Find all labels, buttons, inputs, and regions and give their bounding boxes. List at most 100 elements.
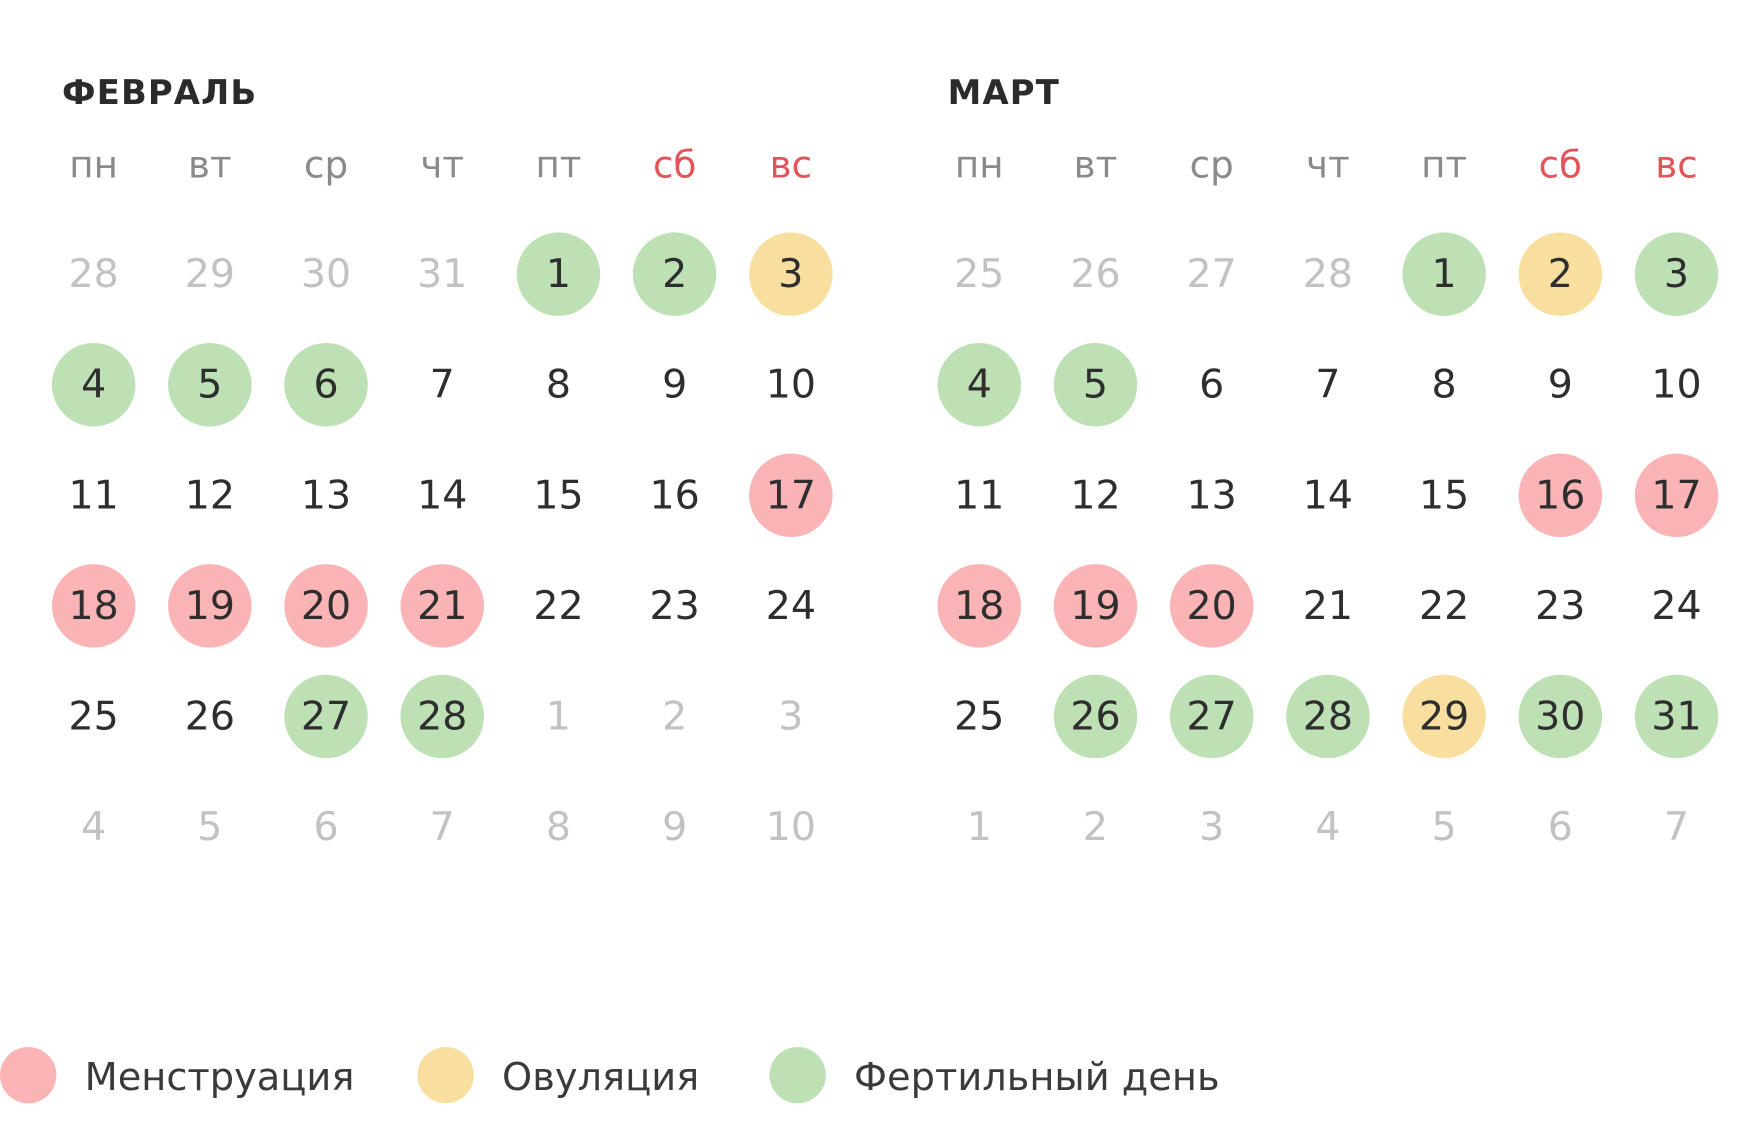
weekday-label: сб — [1539, 143, 1582, 187]
day-number: 15 — [1419, 472, 1469, 518]
day-number: 2 — [1548, 251, 1573, 297]
weekday-label: ср — [304, 143, 348, 187]
day-marker — [51, 564, 136, 648]
day-number: 11 — [69, 472, 119, 518]
day-marker — [284, 674, 368, 759]
day-marker — [632, 232, 717, 316]
day-number: 22 — [533, 583, 583, 629]
day-number: 25 — [69, 693, 119, 739]
day-number: 13 — [1187, 472, 1237, 518]
day-marker — [516, 232, 601, 316]
day-number: 24 — [1651, 583, 1701, 629]
day-number: 5 — [1083, 362, 1108, 408]
legend-swatch — [0, 1046, 57, 1104]
day-number: 9 — [662, 362, 687, 408]
day-number: 4 — [81, 362, 106, 408]
weekday-label: чт — [1306, 143, 1350, 187]
month-title: ФЕВРАЛЬ — [62, 73, 257, 112]
day-number: 5 — [1432, 804, 1457, 850]
day-number: 28 — [1303, 251, 1353, 297]
day-number: 2 — [662, 251, 687, 297]
day-number: 25 — [954, 693, 1004, 739]
day-marker — [1053, 564, 1138, 648]
day-number: 7 — [430, 804, 455, 850]
legend-label: Менструация — [85, 1055, 355, 1100]
day-number: 6 — [1548, 804, 1573, 850]
weekday-label: сб — [653, 143, 696, 187]
day-marker — [400, 564, 484, 648]
day-number: 19 — [1070, 583, 1120, 629]
day-number: 28 — [1303, 693, 1353, 739]
day-number: 26 — [1070, 251, 1120, 297]
day-number: 30 — [301, 251, 351, 297]
day-number: 4 — [1315, 804, 1340, 850]
day-number: 1 — [1432, 251, 1457, 297]
day-number: 14 — [1303, 472, 1353, 518]
weekday-label: пт — [535, 143, 581, 187]
weekday-label: вс — [770, 143, 812, 187]
day-number: 30 — [1535, 693, 1585, 739]
day-number: 18 — [69, 583, 119, 629]
weekday-label: вс — [1655, 143, 1697, 187]
day-number: 22 — [1419, 583, 1469, 629]
day-number: 1 — [967, 804, 992, 850]
day-number: 6 — [313, 362, 338, 408]
day-number: 18 — [954, 583, 1004, 629]
day-number: 27 — [1187, 693, 1237, 739]
day-number: 27 — [301, 693, 351, 739]
day-marker — [749, 232, 833, 316]
day-number: 7 — [1315, 362, 1340, 408]
day-marker — [168, 342, 252, 427]
day-number: 12 — [1070, 472, 1120, 518]
weekday-label: пт — [1421, 143, 1467, 187]
weekday-label: вт — [1074, 143, 1118, 187]
day-number: 14 — [417, 472, 467, 518]
day-number: 3 — [1199, 804, 1224, 850]
day-number: 29 — [1419, 693, 1469, 739]
day-marker — [1169, 674, 1254, 759]
day-number: 20 — [301, 583, 351, 629]
day-number: 16 — [1535, 472, 1585, 518]
day-number: 8 — [546, 804, 571, 850]
day-number: 10 — [1651, 362, 1701, 408]
day-marker — [400, 674, 484, 759]
day-number: 17 — [766, 472, 816, 518]
day-number: 3 — [1664, 251, 1689, 297]
day-marker — [1053, 342, 1138, 427]
weekday-label: вт — [188, 143, 232, 187]
day-number: 7 — [430, 362, 455, 408]
day-marker — [1518, 232, 1603, 316]
day-number: 10 — [766, 362, 816, 408]
weekday-label: пн — [955, 143, 1004, 187]
day-number: 12 — [185, 472, 235, 518]
day-marker — [1634, 232, 1719, 316]
day-number: 3 — [778, 693, 803, 739]
day-number: 10 — [766, 804, 816, 850]
day-number: 25 — [954, 251, 1004, 297]
day-number: 16 — [650, 472, 700, 518]
legend-swatch — [769, 1046, 826, 1104]
day-marker — [1634, 453, 1719, 538]
day-marker — [1518, 674, 1603, 759]
day-number: 1 — [546, 251, 571, 297]
day-marker — [1053, 674, 1138, 759]
day-number: 29 — [185, 251, 235, 297]
day-number: 19 — [185, 583, 235, 629]
legend-label: Фертильный день — [854, 1055, 1220, 1100]
day-number: 11 — [954, 472, 1004, 518]
day-number: 6 — [313, 804, 338, 850]
day-number: 21 — [417, 583, 467, 629]
day-marker — [284, 564, 368, 648]
legend-swatch — [417, 1046, 474, 1104]
day-number: 4 — [967, 362, 992, 408]
day-number: 26 — [185, 693, 235, 739]
weekday-label: ср — [1190, 143, 1234, 187]
day-marker — [168, 564, 252, 648]
day-number: 5 — [197, 804, 222, 850]
day-marker — [937, 342, 1022, 427]
day-number: 23 — [1535, 583, 1585, 629]
day-number: 1 — [546, 693, 571, 739]
day-number: 3 — [778, 251, 803, 297]
